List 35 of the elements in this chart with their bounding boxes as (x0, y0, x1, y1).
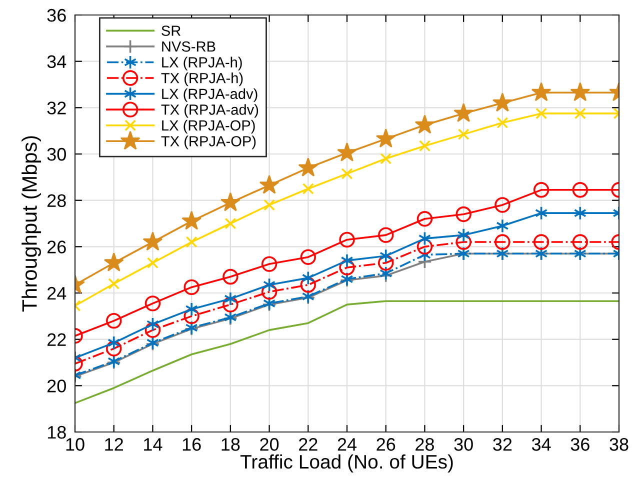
legend-label: TX (RPJA-h) (161, 72, 243, 86)
x-tick-label: 10 (66, 438, 84, 451)
x-tick-label: 26 (376, 438, 396, 451)
x-tick-label: 32 (493, 438, 512, 451)
x-tick-label: 28 (416, 438, 434, 451)
legend-label: LX (RPJA-adv) (162, 88, 258, 102)
y-tick-label: 20 (47, 380, 66, 392)
y-tick-label: 22 (47, 333, 66, 346)
x-tick-label: 20 (260, 438, 279, 451)
x-tick-label: 36 (570, 438, 590, 451)
x-tick-label: 18 (222, 438, 240, 451)
x-tick-label: 38 (610, 438, 628, 451)
y-tick-label: 34 (47, 55, 66, 68)
y-tick-label: 28 (47, 194, 66, 208)
legend-label: SR (162, 26, 181, 36)
y-tick-label: 36 (47, 8, 66, 22)
y-tick-label: 30 (47, 148, 66, 161)
y-tick-label: 24 (47, 286, 66, 300)
y-tick-label: 32 (47, 102, 66, 114)
x-tick-label: 24 (338, 438, 357, 451)
x-tick-label: 16 (182, 438, 201, 451)
x-tick-label: 30 (454, 438, 473, 451)
legend-label: LX (RPJA-OP) (162, 120, 255, 134)
x-tick-label: 12 (105, 438, 123, 451)
y-axis-title: Throughput (Mbps) (22, 136, 42, 312)
x-tick-label: 22 (299, 438, 318, 451)
y-tick-label: 26 (47, 240, 66, 254)
x-axis-title: Traffic Load (No. of UEs) (240, 454, 453, 473)
legend-label: TX (RPJA-OP) (161, 136, 256, 150)
x-tick-label: 14 (144, 438, 162, 451)
y-tick-label: 18 (48, 426, 66, 439)
legend-label: LX (RPJA-h) (162, 56, 242, 70)
x-tick-label: 34 (532, 438, 551, 451)
legend-label: TX (RPJA-adv) (161, 104, 258, 118)
legend-label: NVS-RB (162, 41, 216, 52)
